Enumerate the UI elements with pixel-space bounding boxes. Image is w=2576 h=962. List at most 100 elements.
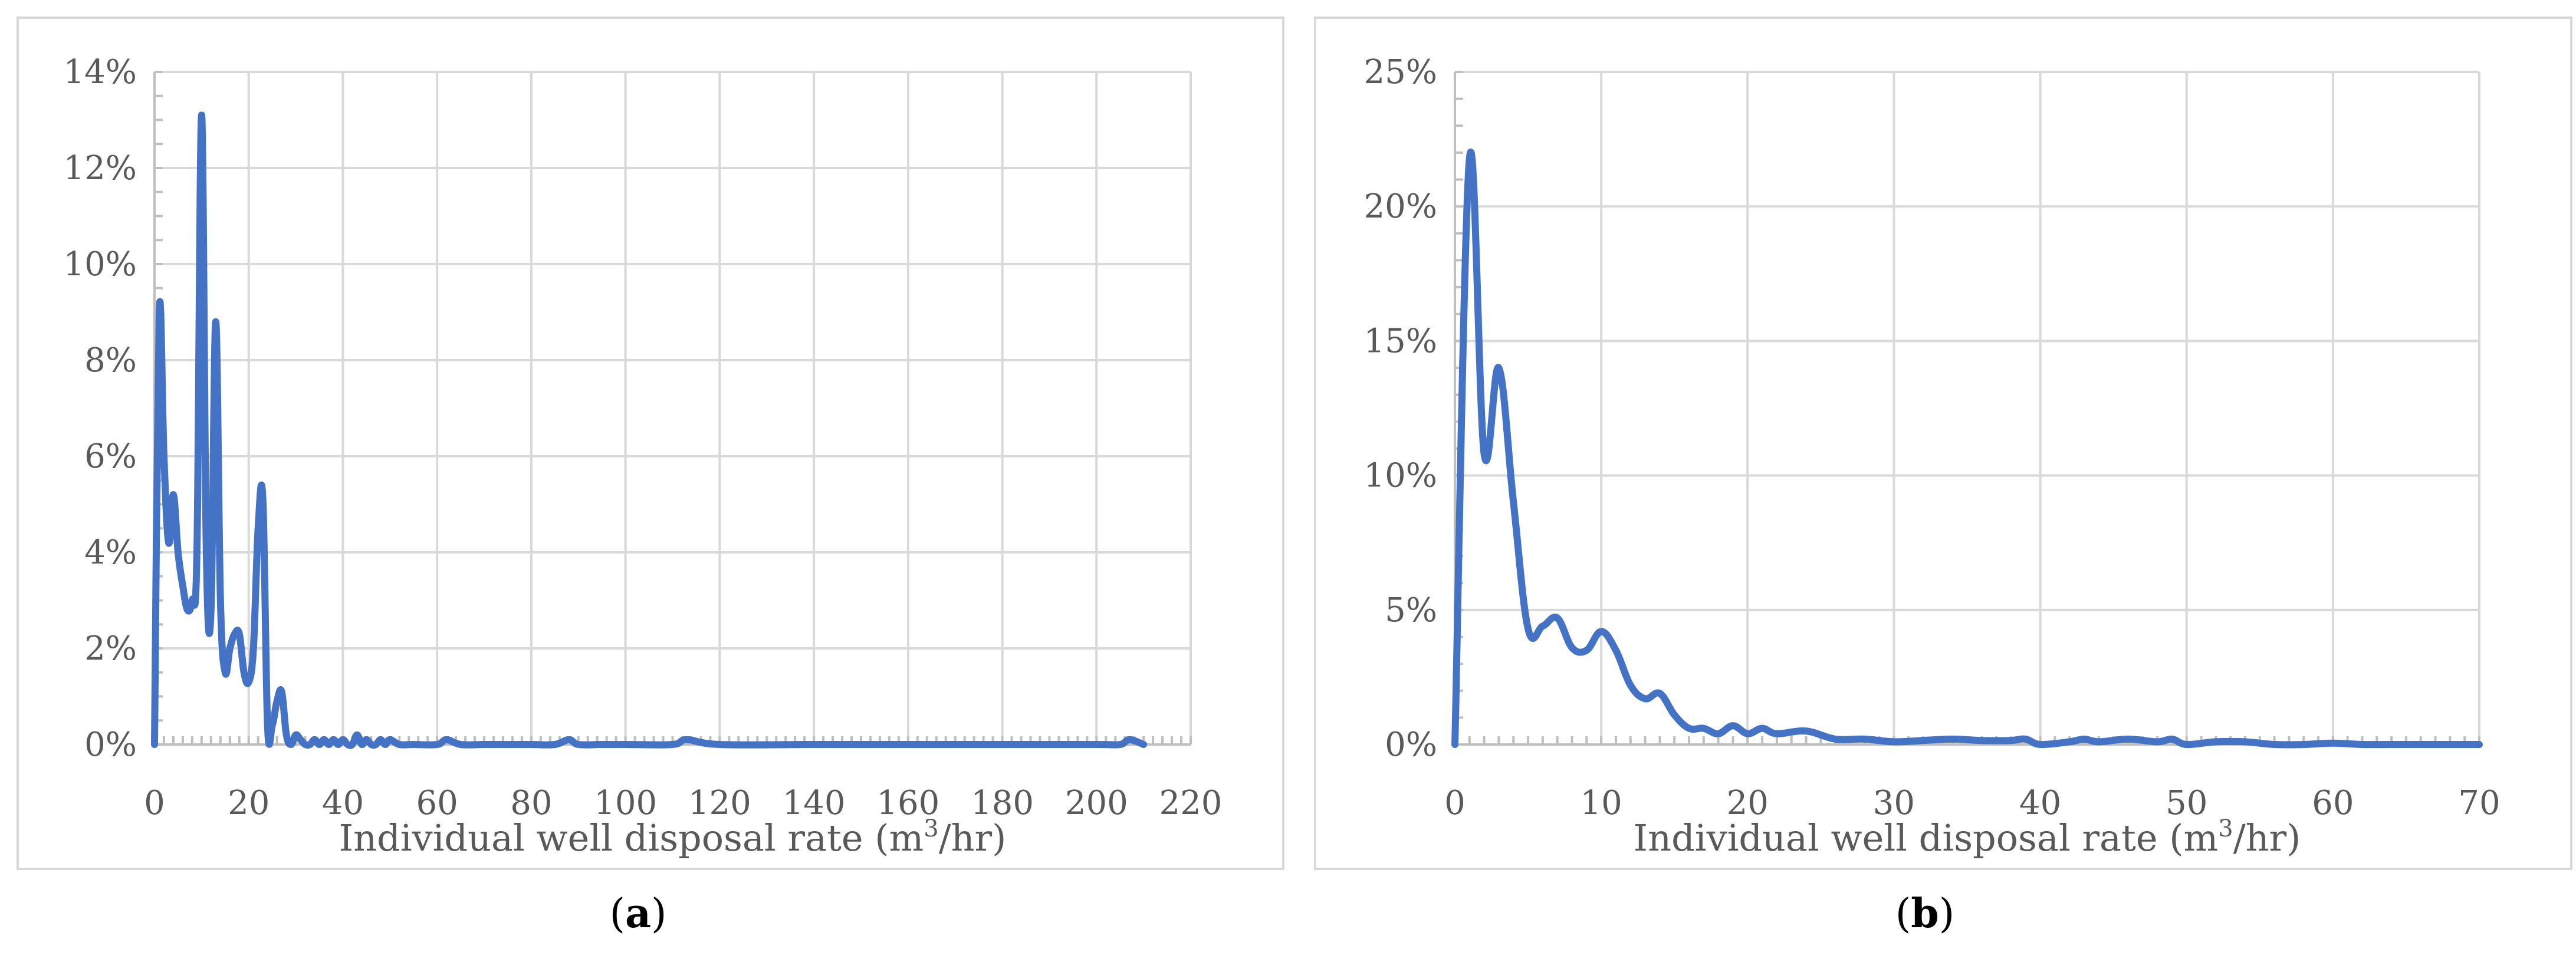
data-point [625, 744, 626, 745]
x-tick-label: 70 [2458, 784, 2500, 822]
x-tick-label: 20 [228, 784, 270, 822]
data-point [1630, 685, 1631, 686]
data-point [333, 739, 334, 740]
y-tick-label: 14% [64, 53, 137, 91]
data-point [1923, 740, 1924, 741]
data-point [1718, 733, 1719, 734]
data-point [2010, 740, 2011, 741]
caption-a: (a) [609, 890, 667, 937]
data-point [1601, 631, 1602, 632]
x-tick-label: 220 [1159, 784, 1223, 822]
series-points-0 [1455, 158, 2480, 745]
chart-a-svg: 0% 2% 4% 6% 8% 10% 12% 14% 0 20 40 60 80 100 120 140 160… [64, 53, 1223, 859]
y-tick-label: 5% [1385, 591, 1437, 630]
data-point [1513, 502, 1514, 503]
data-point [201, 115, 202, 116]
x-axis-title-sup: 3 [2218, 815, 2233, 842]
data-point [1747, 733, 1748, 734]
data-point [371, 744, 372, 745]
x-tick-label: 0 [144, 784, 165, 822]
data-point [314, 739, 315, 740]
x-axis-title-sup: 3 [924, 815, 938, 842]
x-tick-label: 60 [2312, 784, 2354, 822]
x-tick-label: 200 [1065, 784, 1128, 822]
data-point [399, 744, 400, 745]
data-point [1129, 739, 1130, 740]
data-point [2274, 744, 2275, 745]
x-tick-label: 20 [1727, 784, 1769, 822]
data-point [1615, 650, 1616, 651]
data-point [554, 744, 555, 745]
data-point [300, 739, 301, 740]
data-point [319, 744, 320, 745]
x-tick-label: 40 [322, 784, 364, 822]
series-line-0 [1451, 148, 2483, 749]
y-tick-label: 20% [1364, 187, 1437, 226]
y-tick-label: 0% [84, 726, 137, 764]
x-tick-label: 50 [2166, 784, 2207, 822]
data-point [507, 744, 508, 745]
data-point [182, 586, 183, 587]
data-point [719, 744, 720, 745]
data-point [2391, 744, 2392, 745]
data-point [1762, 728, 1763, 729]
data-point [168, 542, 169, 543]
y-tick-label: 25% [1364, 53, 1437, 91]
data-point [1469, 158, 1470, 159]
x-tick-label: 0 [1444, 784, 1466, 822]
data-point [163, 456, 164, 457]
y-tick-label: 15% [1364, 322, 1437, 360]
data-point [1689, 728, 1690, 729]
data-point [2420, 744, 2421, 745]
data-point [1528, 628, 1529, 629]
x-axis-title-tail: /hr) [939, 816, 1007, 859]
data-point [380, 739, 381, 740]
data-point [1586, 650, 1587, 651]
data-point [385, 744, 386, 745]
data-point [413, 744, 414, 745]
data-point [2186, 744, 2187, 745]
data-point [281, 691, 282, 692]
y-tick-label: 2% [84, 630, 137, 668]
y-tick-label: 6% [84, 437, 137, 476]
series-points-0 [155, 115, 1144, 745]
data-point [484, 744, 485, 745]
data-point [295, 734, 296, 735]
data-point [1120, 744, 1121, 745]
data-point [1542, 626, 1543, 627]
x-tick-label: 40 [2019, 784, 2061, 822]
x-tick-label: 140 [783, 784, 846, 822]
series-line-0 [151, 111, 1148, 749]
data-point [338, 744, 339, 745]
data-point [229, 648, 230, 649]
data-point [220, 600, 221, 601]
x-tick-label: 160 [876, 784, 939, 822]
x-tick-label: 10 [1581, 784, 1622, 822]
data-point [1674, 714, 1675, 715]
x-tick-label: 80 [510, 784, 552, 822]
data-point [262, 499, 263, 500]
x-axis-title-main: Individual well disposal rate (m [1634, 816, 2219, 859]
data-point [328, 744, 329, 745]
data-point [2362, 744, 2363, 745]
data-point [1703, 728, 1704, 729]
data-point [1096, 744, 1097, 745]
data-point [686, 739, 687, 740]
data-point [1776, 733, 1777, 734]
y-tick-label: 8% [84, 341, 137, 380]
chart-b-panel: 0% 5% 10% 15% 20% 25% 0 10 20 30 40 50 60 70 Individua… [1314, 17, 2572, 870]
data-point [267, 725, 268, 726]
y-tick-label: 4% [84, 533, 137, 572]
x-axis-title: Individual well disposal rate (m3/hr) [339, 815, 1007, 859]
gridlines-a [153, 71, 1192, 746]
y-tick-label: 12% [64, 149, 137, 187]
data-point [196, 552, 197, 553]
x-axis-title-tail: /hr) [2233, 816, 2301, 859]
x-axis-title-main: Individual well disposal rate (m [339, 816, 924, 859]
data-point [253, 648, 254, 649]
data-point [215, 321, 216, 322]
data-point [286, 734, 287, 735]
x-tick-label: 180 [971, 784, 1034, 822]
data-point [1002, 744, 1003, 745]
x-tick-label: 120 [688, 784, 751, 822]
